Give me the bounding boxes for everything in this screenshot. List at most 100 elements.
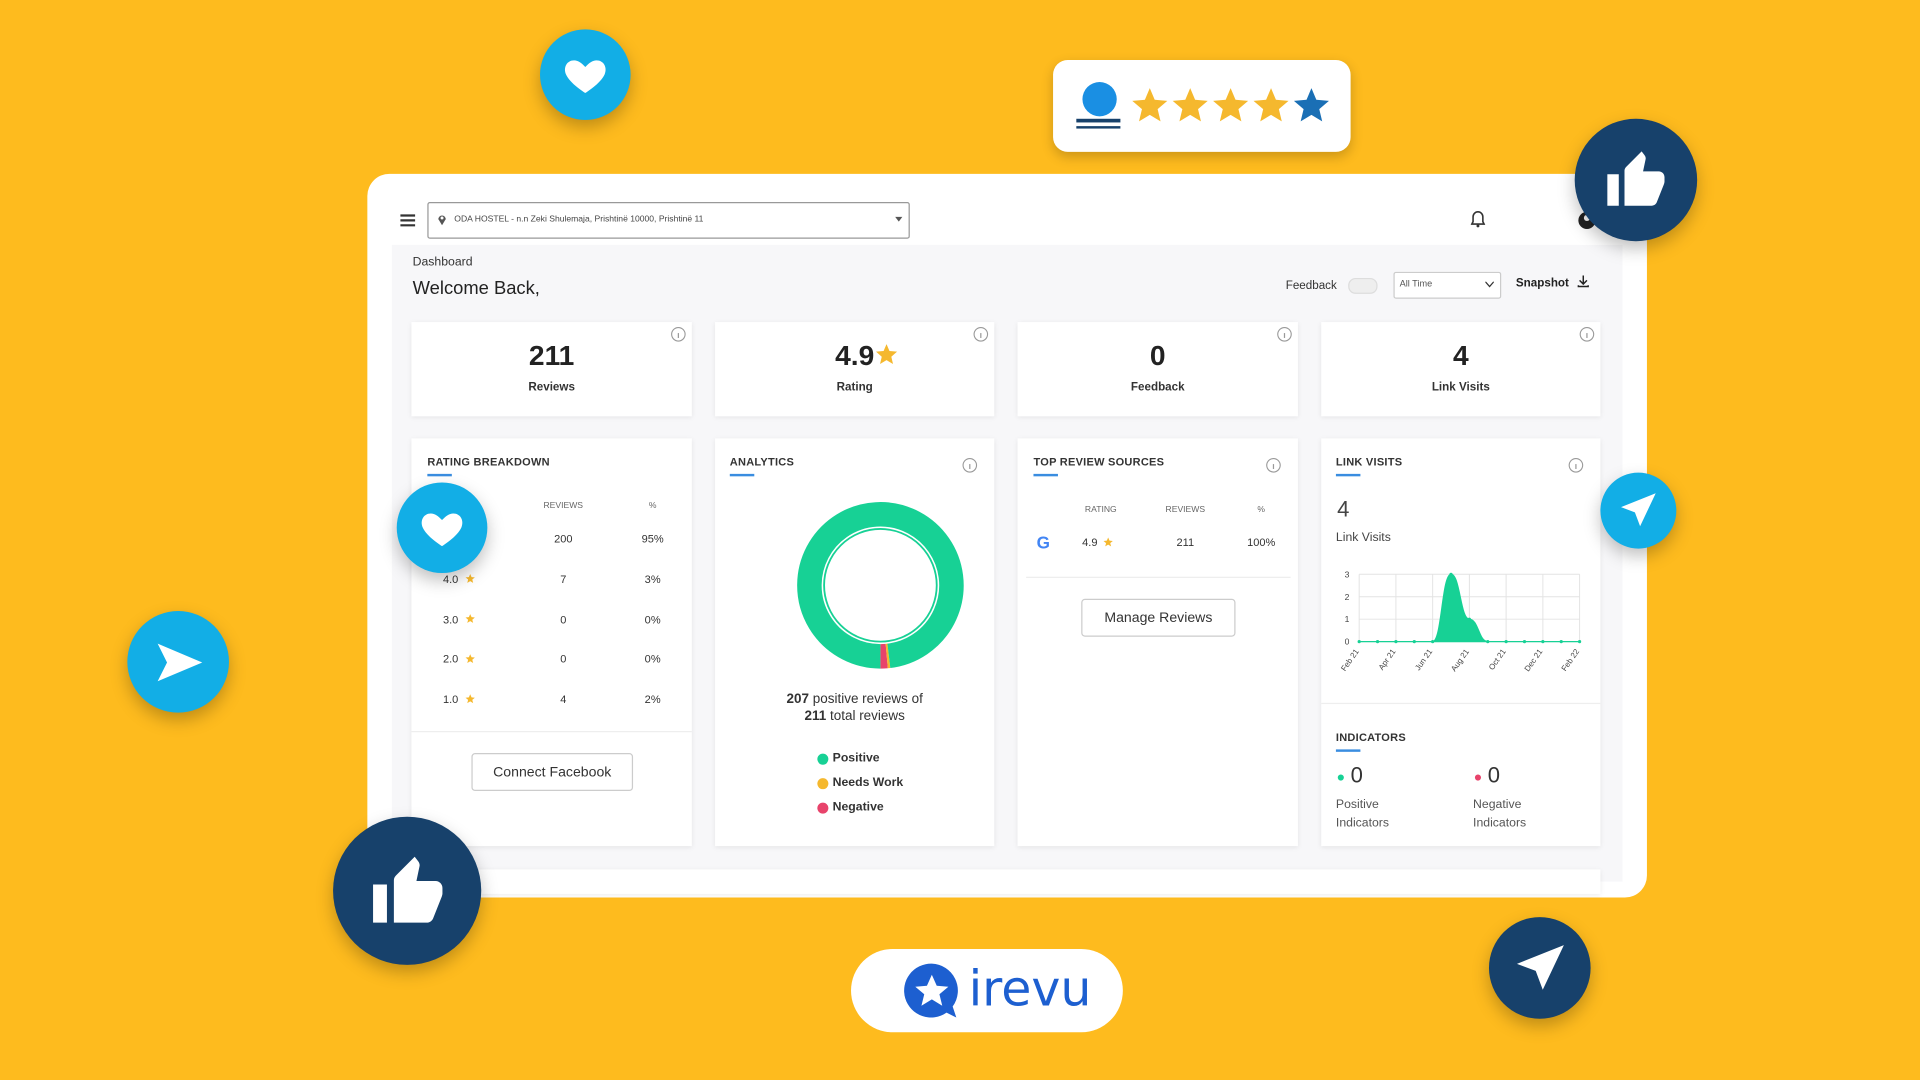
manage-reviews-button[interactable]: Manage Reviews [1081,598,1236,637]
send-badge [1600,472,1677,549]
source-rating: 4.9 [1082,536,1098,549]
breadcrumb: Dashboard [412,255,473,270]
legend-dot [817,778,829,790]
thumb-badge [333,816,482,965]
review-count: 0 [560,612,567,626]
stat-value: 211 [528,339,575,372]
column-header: RATING [1084,505,1117,515]
summary-text: total reviews [829,708,905,724]
review-percent: 2% [644,693,661,706]
rating-label: 1.0 [442,693,459,706]
summary-count: 211 [804,708,827,724]
info-icon [1579,327,1595,342]
google-icon: G [1037,533,1050,553]
point [1504,640,1508,644]
point [1431,640,1435,644]
download-icon [1577,275,1589,288]
info-icon [671,327,686,342]
panel-title: ANALYTICS [729,455,795,476]
thumb-badge [1574,118,1698,242]
send-badge [127,611,229,713]
x-tick-label: Feb 22 [1560,647,1582,673]
location-text: ODA HOSTEL - n.n Zeki Shulemaja, Prishti… [454,215,704,225]
donut-segment [797,502,964,669]
point [1449,572,1453,576]
point [1559,640,1563,644]
stat-card: 211 Reviews [411,322,692,417]
stat-label: Feedback [1130,380,1185,395]
connect-facebook-button[interactable]: Connect Facebook [471,753,634,792]
panel-title: LINK VISITS [1335,455,1403,476]
bottom-strip [411,869,1601,894]
stat-card: 4.9 Rating [715,322,995,417]
summary-line: 207 positive reviews of [715,692,994,707]
summary-count: 207 [786,691,810,707]
heart-badge [396,482,488,574]
point [1467,617,1471,621]
review-count: 0 [560,652,567,666]
source-reviews: 211 [1176,536,1195,549]
indicator-value: 0 [1350,762,1363,788]
stat-value: 4.9 [835,339,875,372]
review-count: 200 [554,532,573,545]
stat-card: 4 Link Visits [1321,322,1601,417]
panel-title: INDICATORS [1335,731,1406,752]
y-tick-label: 1 [1345,614,1350,624]
star-icon [1253,88,1289,122]
star-icon [1172,88,1208,122]
link-visits-label: Link Visits [1335,531,1391,545]
send-badge [1488,917,1591,1019]
point [1578,640,1582,644]
location-select[interactable] [427,202,910,239]
period-select[interactable] [1393,271,1502,299]
y-tick-label: 0 [1345,637,1350,647]
stat-label: Link Visits [1431,380,1490,395]
legend-label: Needs Work [832,776,904,790]
star-icon [465,654,475,664]
column-header: REVIEWS [1165,505,1206,515]
review-badge-icons [1076,82,1329,129]
heart-badge [540,29,631,121]
indicator-label: Positive Indicators [1335,798,1390,831]
summary-text: positive reviews of [812,691,923,707]
star-icon [1213,88,1249,122]
x-tick-label: Feb 21 [1339,647,1361,673]
x-tick-label: Apr 21 [1377,647,1398,672]
review-count: 4 [560,693,567,706]
snapshot-button[interactable]: Snapshot [1515,276,1569,291]
point [1357,640,1361,644]
column-header: % [648,502,657,511]
point [1375,640,1380,644]
y-tick-label: 2 [1345,592,1350,602]
stat-value: 4 [1452,339,1469,372]
sources-panel [1017,438,1298,847]
review-percent: 95% [641,532,664,545]
star-icon [465,614,475,623]
toggle[interactable] [1348,277,1378,294]
divider [411,731,692,733]
info-icon [973,327,989,342]
review-percent: 3% [644,572,661,586]
feedback-label: Feedback [1285,279,1337,293]
review-percent: 0% [644,652,661,666]
point [1541,640,1545,644]
indicator-value: 0 [1487,762,1501,788]
x-tick-label: Oct 21 [1487,647,1508,672]
legend-dot [817,802,829,814]
point [1412,640,1416,644]
stat-value: 0 [1149,339,1166,372]
star-icon [465,694,475,704]
legend-label: Negative [832,800,884,815]
column-header: % [1257,505,1266,515]
review-percent: 0% [644,612,661,626]
bell-icon[interactable] [1470,211,1486,228]
menu-icon[interactable] [399,212,416,229]
greeting: Welcome Back, [412,277,540,299]
stat-card: 0 Feedback [1017,322,1298,417]
divider [1321,702,1601,705]
logo-pill: irevu [851,948,1123,1033]
x-tick-label: Aug 21 [1449,647,1471,673]
rating-label: 2.0 [442,652,459,666]
